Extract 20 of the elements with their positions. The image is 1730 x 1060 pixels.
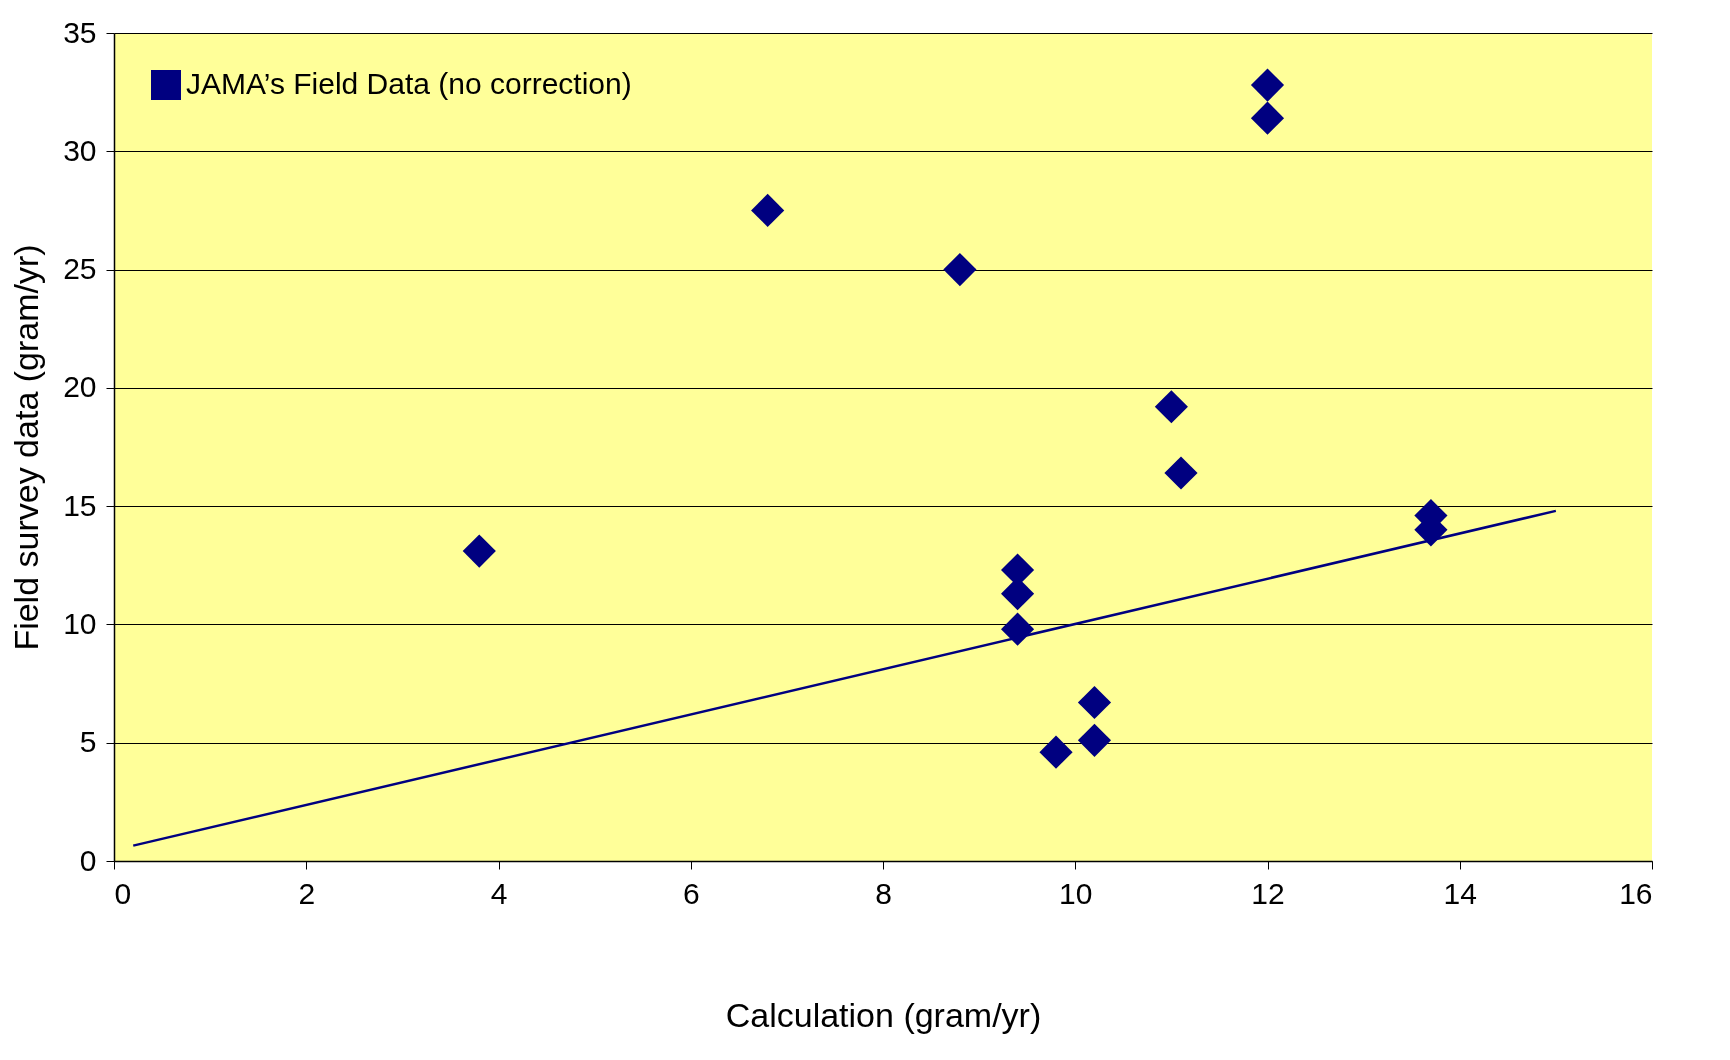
y-tick-label: 5 xyxy=(79,725,97,759)
y-tick-label: 15 xyxy=(63,488,97,522)
y-axis-title: Field survey data (gram/yr) xyxy=(7,244,46,651)
x-tick-label: 6 xyxy=(682,876,700,910)
y-tick-label: 35 xyxy=(63,15,97,49)
x-tick-label: 12 xyxy=(1251,876,1285,910)
x-tick-label: 8 xyxy=(875,876,892,910)
x-tick-label: 0 xyxy=(114,876,132,910)
x-tick-label: 2 xyxy=(298,876,316,910)
y-tick-label: 30 xyxy=(63,133,97,167)
x-tick-label: 16 xyxy=(1619,876,1653,910)
x-tick-label: 10 xyxy=(1059,876,1093,910)
y-tick-label: 0 xyxy=(79,843,97,877)
x-tick-label: 4 xyxy=(490,876,508,910)
x-axis-title: Calculation (gram/yr) xyxy=(725,995,1042,1034)
y-tick-label: 25 xyxy=(63,252,97,286)
y-tick-label: 20 xyxy=(63,370,97,404)
x-tick-label: 14 xyxy=(1443,876,1477,910)
legend-label: JAMA’s Field Data (no correction) xyxy=(186,67,632,100)
y-tick-label: 10 xyxy=(63,606,97,640)
